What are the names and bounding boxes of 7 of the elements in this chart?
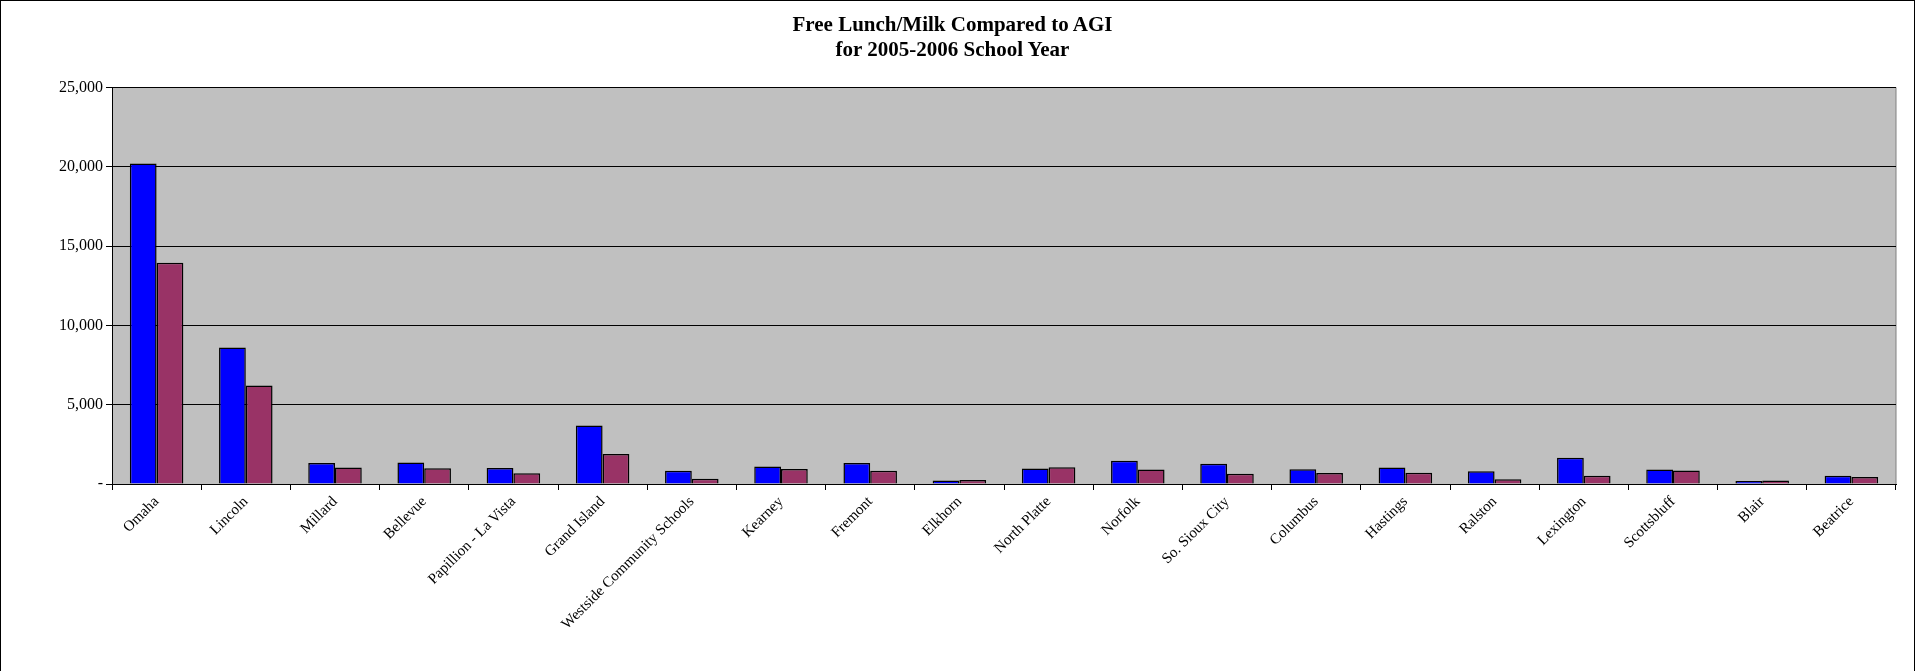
chart-title: Free Lunch/Milk Compared to AGI for 2005-2006 School Year <box>792 12 1113 62</box>
y-tick-label: 5,000 <box>67 394 103 412</box>
y-tick-label: 20,000 <box>59 156 103 174</box>
y-tick-label: - <box>97 474 103 492</box>
y-tick-label: 25,000 <box>59 77 103 95</box>
y-tick-label: 10,000 <box>59 315 103 333</box>
y-tick-label: 15,000 <box>59 236 103 254</box>
